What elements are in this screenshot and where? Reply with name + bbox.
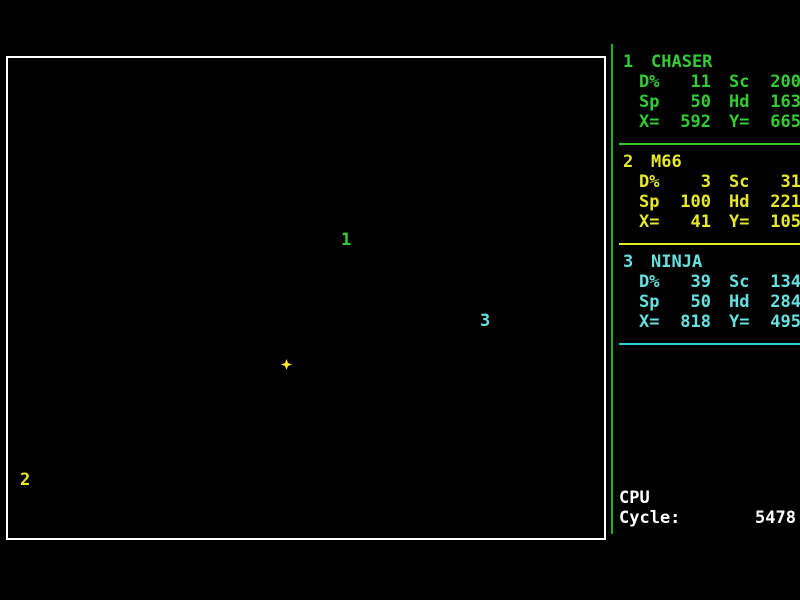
panel-stat-row: D% 11 Sc 200 [613, 72, 800, 92]
projectile-sprite [281, 355, 292, 370]
cycle-label: Cycle: [619, 508, 681, 528]
cpu-status-block: CPU Cycle: 5478 [611, 488, 800, 532]
stat-label-right: Hd [729, 92, 750, 112]
panel-separator [619, 143, 800, 145]
panel-index: 1 [623, 52, 634, 72]
panel-title-row: 3 NINJA [613, 252, 800, 272]
stat-label-left: D% [639, 172, 660, 192]
panel-index: 3 [623, 252, 634, 272]
panel-separator [619, 343, 800, 345]
panel-title-row: 1 CHASER [613, 52, 800, 72]
stat-label-left: Sp [639, 192, 660, 212]
stat-value-right: 105 [770, 212, 800, 232]
panel-stat-row: Sp 50 Hd 163 [613, 92, 800, 112]
cpu-title: CPU [619, 488, 650, 508]
panel-index: 2 [623, 152, 634, 172]
panel-stat-row: X= 818 Y= 495 [613, 312, 800, 332]
stat-label-left: X= [639, 312, 660, 332]
panel-stat-row: X= 592 Y= 665 [613, 112, 800, 132]
stat-label-left: Sp [639, 292, 660, 312]
arena-robot-marker-1[interactable]: 1 [341, 230, 352, 250]
robot-status-panel-2: 2 M66 D% 3 Sc 31 Sp 100 Hd 221 X= 41 Y= 105 [613, 148, 800, 248]
stat-label-right: Y= [729, 212, 750, 232]
robot-status-panel-1: 1 CHASER D% 11 Sc 200 Sp 50 Hd 163 X= 592 Y= 665 [613, 48, 800, 148]
stat-value-left: 50 [690, 92, 711, 112]
stat-value-right: 31 [780, 172, 800, 192]
stat-value-left: 818 [680, 312, 711, 332]
panel-separator [619, 243, 800, 245]
stat-value-left: 592 [680, 112, 711, 132]
arena-robot-marker-2[interactable]: 2 [20, 470, 31, 490]
panel-robot-name: CHASER [651, 52, 713, 72]
stat-value-left: 11 [690, 72, 711, 92]
stat-value-right: 495 [770, 312, 800, 332]
panel-stat-row: Sp 100 Hd 221 [613, 192, 800, 212]
panel-stat-row: D% 39 Sc 134 [613, 272, 800, 292]
stat-value-right: 221 [770, 192, 800, 212]
stat-label-right: Y= [729, 312, 750, 332]
stat-label-right: Y= [729, 112, 750, 132]
stat-value-right: 200 [770, 72, 800, 92]
stat-value-right: 284 [770, 292, 800, 312]
stat-value-right: 163 [770, 92, 800, 112]
robot-status-sidebar: 1 CHASER D% 11 Sc 200 Sp 50 Hd 163 X= 592 Y= 665 2 M66 D… [611, 44, 800, 534]
stat-label-left: D% [639, 272, 660, 292]
stat-value-left: 100 [680, 192, 711, 212]
stat-label-right: Hd [729, 192, 750, 212]
robot-status-panel-3: 3 NINJA D% 39 Sc 134 Sp 50 Hd 284 X= 818 Y= 495 [613, 248, 800, 348]
cycle-value: 5478 [755, 508, 796, 528]
stat-label-left: D% [639, 72, 660, 92]
stat-label-right: Sc [729, 72, 750, 92]
stat-value-right: 134 [770, 272, 800, 292]
stat-label-left: X= [639, 112, 660, 132]
panel-stat-row: Sp 50 Hd 284 [613, 292, 800, 312]
stat-value-left: 50 [690, 292, 711, 312]
arena-robot-marker-3[interactable]: 3 [480, 311, 491, 331]
stat-label-right: Hd [729, 292, 750, 312]
panel-stat-row: D% 3 Sc 31 [613, 172, 800, 192]
stat-value-left: 39 [690, 272, 711, 292]
panel-robot-name: NINJA [651, 252, 703, 272]
stat-value-right: 665 [770, 112, 800, 132]
panel-title-row: 2 M66 [613, 152, 800, 172]
arena-viewport[interactable]: 1 3 2 [6, 56, 606, 540]
stat-label-right: Sc [729, 272, 750, 292]
stat-label-left: X= [639, 212, 660, 232]
stat-value-left: 41 [690, 212, 711, 232]
panel-robot-name: M66 [651, 152, 682, 172]
stat-value-left: 3 [700, 172, 711, 192]
stat-label-right: Sc [729, 172, 750, 192]
panel-stat-row: X= 41 Y= 105 [613, 212, 800, 232]
stat-label-left: Sp [639, 92, 660, 112]
